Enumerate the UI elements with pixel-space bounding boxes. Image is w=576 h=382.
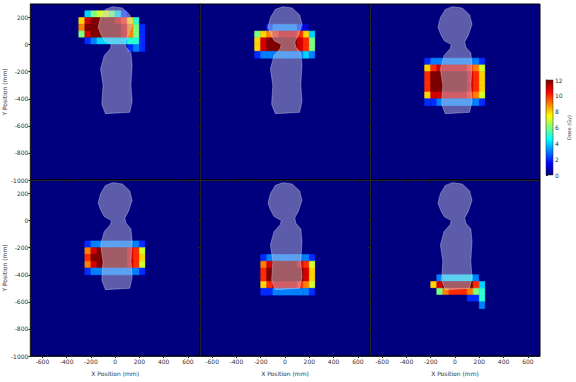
svg-text:-800: -800 — [15, 149, 29, 156]
svg-text:-400: -400 — [60, 358, 74, 365]
svg-text:X Position (mm): X Position (mm) — [431, 370, 479, 377]
svg-text:-800: -800 — [15, 325, 29, 332]
svg-text:200: 200 — [304, 358, 316, 365]
svg-text:-400: -400 — [400, 358, 414, 365]
svg-text:-200: -200 — [84, 358, 98, 365]
svg-text:2: 2 — [555, 156, 559, 163]
svg-text:0: 0 — [25, 217, 29, 224]
svg-text:200: 200 — [17, 14, 29, 21]
svg-text:X Position (mm): X Position (mm) — [261, 370, 309, 377]
svg-text:200: 200 — [134, 358, 146, 365]
svg-text:Y Position (mm): Y Position (mm) — [1, 244, 8, 292]
svg-text:-1000: -1000 — [11, 177, 29, 184]
svg-text:600: 600 — [522, 358, 534, 365]
svg-text:0: 0 — [555, 172, 559, 179]
svg-text:0: 0 — [113, 358, 117, 365]
svg-text:-600: -600 — [15, 122, 29, 129]
svg-text:0: 0 — [283, 358, 287, 365]
svg-text:600: 600 — [182, 358, 194, 365]
svg-text:600: 600 — [352, 358, 364, 365]
svg-text:-600: -600 — [205, 358, 219, 365]
svg-text:-200: -200 — [424, 358, 438, 365]
svg-text:8: 8 — [555, 108, 559, 115]
svg-text:0: 0 — [453, 358, 457, 365]
svg-text:-200: -200 — [15, 68, 29, 75]
svg-text:Y Position (mm): Y Position (mm) — [1, 68, 8, 116]
svg-text:400: 400 — [158, 358, 170, 365]
svg-text:-1000: -1000 — [11, 353, 29, 360]
svg-text:-600: -600 — [15, 298, 29, 305]
svg-text:-400: -400 — [15, 95, 29, 102]
svg-text:-600: -600 — [375, 358, 389, 365]
svg-text:Dose (Gy): Dose (Gy) — [566, 115, 573, 140]
svg-text:-200: -200 — [15, 244, 29, 251]
svg-text:-400: -400 — [15, 271, 29, 278]
svg-text:-400: -400 — [230, 358, 244, 365]
svg-text:-600: -600 — [36, 358, 50, 365]
svg-text:X Position (mm): X Position (mm) — [91, 370, 139, 377]
svg-text:400: 400 — [328, 358, 340, 365]
svg-text:12: 12 — [555, 77, 563, 84]
svg-text:200: 200 — [17, 190, 29, 197]
svg-text:200: 200 — [474, 358, 486, 365]
svg-text:0: 0 — [25, 41, 29, 48]
svg-text:4: 4 — [555, 140, 559, 147]
svg-text:10: 10 — [555, 92, 563, 99]
svg-text:-200: -200 — [254, 358, 268, 365]
svg-text:400: 400 — [498, 358, 510, 365]
svg-text:6: 6 — [555, 124, 559, 131]
